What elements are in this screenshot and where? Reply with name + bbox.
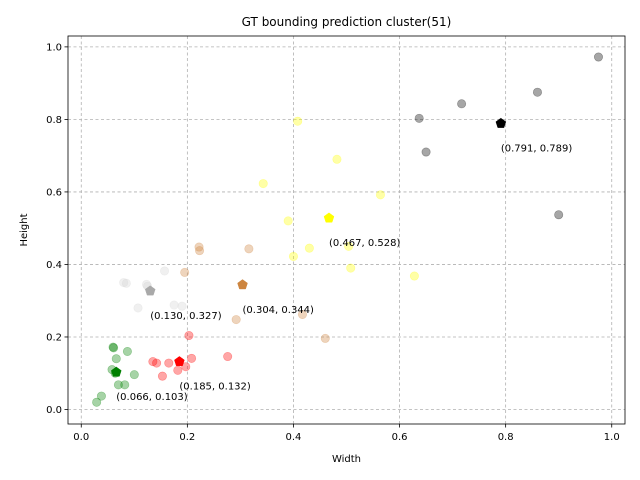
x-tick-label: 0.0 — [73, 432, 89, 443]
scatter-point-yellow — [258, 179, 268, 189]
scatter-point-yellow — [344, 241, 354, 251]
scatter-point-yellow — [283, 216, 293, 226]
scatter-point-green — [120, 380, 130, 390]
scatter-point-lightgray — [177, 301, 187, 311]
scatter-point-yellow — [288, 251, 298, 261]
chart-title: GT bounding prediction cluster(51) — [242, 15, 452, 29]
centroid-label-yellow: (0.467, 0.528) — [329, 238, 401, 249]
y-tick-label: 0.4 — [46, 260, 62, 271]
y-axis-label: Height — [19, 213, 30, 246]
scatter-point-green — [109, 343, 119, 353]
scatter-point-peru — [297, 309, 307, 319]
centroid-label-peru: (0.304, 0.344) — [243, 305, 315, 316]
scatter-point-yellow — [332, 154, 342, 164]
y-axis-ticks: 0.0 0.2 0.4 0.6 0.8 1.0 — [46, 42, 68, 416]
centroid-label-red: (0.185, 0.132) — [179, 382, 251, 393]
y-tick-label: 0.0 — [46, 405, 62, 416]
centroid-marker-lightgray — [144, 285, 156, 296]
y-tick-label: 1.0 — [46, 42, 62, 53]
x-tick-label: 0.8 — [498, 432, 514, 443]
y-tick-label: 0.2 — [46, 332, 62, 343]
scatter-point-lightgray — [121, 278, 131, 288]
scatter-point-yellow — [409, 271, 419, 281]
scatter-point-yellow — [346, 263, 356, 273]
x-axis-label: Width — [332, 454, 361, 465]
plot-frame — [67, 35, 626, 425]
scatter-point-gray — [414, 113, 424, 123]
scatter-point-red — [184, 331, 194, 341]
scatter-point-gray — [593, 52, 603, 62]
x-tick-label: 0.6 — [392, 432, 408, 443]
scatter-point-green — [92, 397, 102, 407]
centroid-marker-red — [174, 356, 185, 367]
scatter-point-gray — [457, 99, 467, 109]
scatter-point-lightgray — [119, 278, 129, 288]
scatter-point-red — [173, 365, 183, 375]
grid — [68, 36, 625, 424]
x-axis-ticks: 0.0 0.2 0.4 0.6 0.8 1.0 — [73, 424, 620, 443]
scatter-point-yellow — [293, 116, 303, 126]
centroid-markers — [111, 117, 507, 377]
scatter-point-gray — [532, 87, 542, 97]
scatter-point-red — [187, 353, 197, 363]
scatter-point-gray — [421, 147, 431, 157]
centroid-label-lightgray: (0.130, 0.327) — [150, 311, 222, 322]
scatter-point-red — [223, 352, 233, 362]
scatter-point-green — [96, 391, 106, 401]
centroid-marker-peru — [237, 279, 248, 290]
scatter-point-green — [108, 342, 118, 352]
centroid-marker-green — [111, 366, 122, 377]
x-tick-label: 1.0 — [604, 432, 620, 443]
centroid-annotations: (0.066, 0.103)(0.185, 0.132) (0.130, 0.32… — [116, 143, 572, 403]
scatter-points — [92, 52, 603, 407]
scatter-point-peru — [320, 333, 330, 343]
centroid-label-gray: (0.791, 0.789) — [501, 143, 573, 154]
scatter-point-red — [157, 371, 167, 381]
scatter-point-red — [181, 362, 191, 372]
scatter-point-green — [122, 346, 132, 356]
scatter-point-red — [152, 358, 162, 368]
scatter-point-peru — [180, 267, 190, 277]
scatter-point-red — [164, 358, 174, 368]
x-tick-label: 0.4 — [285, 432, 301, 443]
x-tick-label: 0.2 — [179, 432, 195, 443]
centroid-label-green: (0.066, 0.103) — [116, 392, 188, 403]
scatter-point-lightgray — [169, 300, 179, 310]
scatter-point-peru — [195, 246, 205, 256]
centroid-marker-yellow — [323, 212, 335, 223]
scatter-point-red — [148, 357, 158, 367]
scatter-point-green — [113, 380, 123, 390]
scatter-point-peru — [244, 244, 254, 254]
y-tick-label: 0.8 — [46, 115, 62, 126]
scatter-point-yellow — [304, 243, 314, 253]
scatter-point-green — [111, 354, 121, 364]
scatter-point-peru — [231, 315, 241, 325]
centroid-marker-gray — [495, 117, 507, 128]
scatter-point-lightgray — [133, 303, 143, 313]
scatter-point-yellow — [375, 190, 385, 200]
scatter-point-green — [129, 370, 139, 380]
scatter-point-peru — [194, 242, 204, 252]
scatter-point-lightgray — [160, 266, 170, 276]
y-tick-label: 0.6 — [46, 187, 62, 198]
scatter-point-gray — [554, 210, 564, 220]
